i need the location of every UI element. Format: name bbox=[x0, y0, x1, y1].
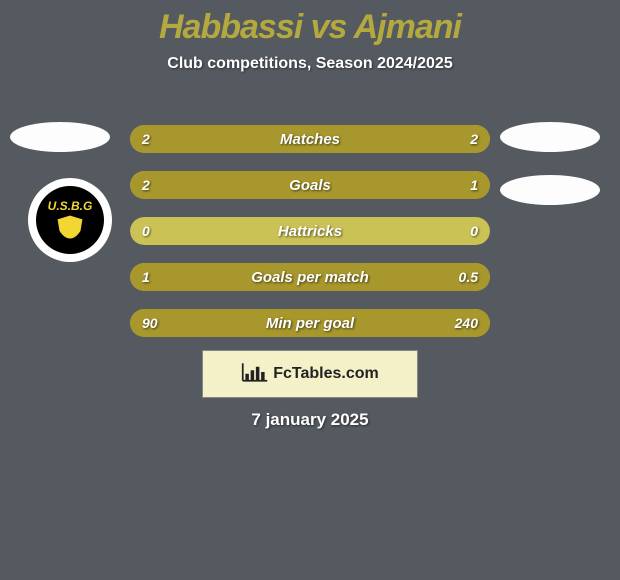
stat-row-hattricks: 00Hattricks bbox=[130, 217, 490, 245]
club-badge: U.S.B.G bbox=[28, 178, 112, 262]
team-left-logo-placeholder bbox=[10, 122, 110, 152]
brand-box: FcTables.com bbox=[202, 350, 418, 398]
club-badge-text: U.S.B.G bbox=[48, 199, 93, 213]
club-badge-inner: U.S.B.G bbox=[36, 186, 104, 254]
stat-row-goals: 21Goals bbox=[130, 171, 490, 199]
shield-icon bbox=[53, 213, 87, 241]
stat-row-matches: 22Matches bbox=[130, 125, 490, 153]
team-right-logo-placeholder bbox=[500, 122, 600, 152]
stat-row-goals-per-match: 10.5Goals per match bbox=[130, 263, 490, 291]
chart-icon bbox=[241, 361, 269, 388]
team-right-logo-placeholder-2 bbox=[500, 175, 600, 205]
stat-label: Matches bbox=[130, 125, 490, 153]
page-subtitle: Club competitions, Season 2024/2025 bbox=[0, 55, 620, 73]
page-title: Habbassi vs Ajmani bbox=[0, 0, 620, 47]
stat-row-min-per-goal: 90240Min per goal bbox=[130, 309, 490, 337]
stat-label: Min per goal bbox=[130, 309, 490, 337]
stat-label: Goals bbox=[130, 171, 490, 199]
stat-label: Hattricks bbox=[130, 217, 490, 245]
snapshot-date: 7 january 2025 bbox=[0, 410, 620, 430]
stats-bars: 22Matches 21Goals 00Hattricks 10.5Goals per… bbox=[130, 125, 490, 355]
stat-label: Goals per match bbox=[130, 263, 490, 291]
brand-text: FcTables.com bbox=[273, 365, 379, 383]
